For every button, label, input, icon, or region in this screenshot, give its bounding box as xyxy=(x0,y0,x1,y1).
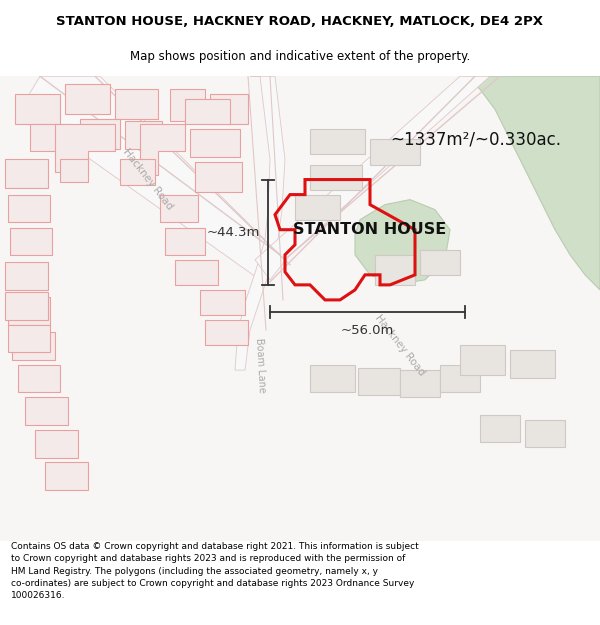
Polygon shape xyxy=(5,159,48,188)
Text: ~1337m²/~0.330ac.: ~1337m²/~0.330ac. xyxy=(390,131,561,148)
Polygon shape xyxy=(35,430,78,458)
Polygon shape xyxy=(120,159,155,184)
Polygon shape xyxy=(440,365,480,392)
Polygon shape xyxy=(125,121,162,149)
Polygon shape xyxy=(525,420,565,447)
Polygon shape xyxy=(5,292,48,320)
Polygon shape xyxy=(235,76,285,370)
Polygon shape xyxy=(310,365,355,392)
Polygon shape xyxy=(20,76,280,280)
Polygon shape xyxy=(5,262,48,290)
Polygon shape xyxy=(115,89,158,119)
Polygon shape xyxy=(170,89,205,121)
Polygon shape xyxy=(358,368,400,395)
Text: ~56.0m: ~56.0m xyxy=(341,324,394,337)
Polygon shape xyxy=(12,332,55,360)
Polygon shape xyxy=(30,124,72,151)
Text: Map shows position and indicative extent of the property.: Map shows position and indicative extent… xyxy=(130,50,470,63)
Text: Hackney Road: Hackney Road xyxy=(373,312,427,378)
Polygon shape xyxy=(45,462,88,491)
Polygon shape xyxy=(8,297,50,325)
Polygon shape xyxy=(18,365,60,392)
Polygon shape xyxy=(370,139,420,164)
Text: Hackney Road: Hackney Road xyxy=(121,147,175,212)
Polygon shape xyxy=(8,325,50,352)
Text: Contains OS data © Crown copyright and database right 2021. This information is : Contains OS data © Crown copyright and d… xyxy=(11,542,419,600)
Polygon shape xyxy=(165,228,205,255)
Polygon shape xyxy=(400,370,440,398)
Polygon shape xyxy=(10,228,52,255)
Polygon shape xyxy=(465,76,600,290)
Polygon shape xyxy=(375,255,415,285)
Polygon shape xyxy=(460,345,505,375)
Polygon shape xyxy=(8,194,50,222)
Polygon shape xyxy=(205,320,248,345)
Polygon shape xyxy=(510,350,555,378)
Text: Boam Lane: Boam Lane xyxy=(254,338,266,393)
Polygon shape xyxy=(185,99,230,124)
Polygon shape xyxy=(25,398,68,425)
Polygon shape xyxy=(60,159,88,181)
Polygon shape xyxy=(15,94,60,124)
Polygon shape xyxy=(210,94,248,124)
Polygon shape xyxy=(310,129,365,154)
Text: ~44.3m: ~44.3m xyxy=(206,226,260,239)
Polygon shape xyxy=(310,164,362,189)
Text: STANTON HOUSE: STANTON HOUSE xyxy=(293,222,446,238)
Polygon shape xyxy=(190,129,240,158)
Polygon shape xyxy=(175,260,218,285)
Polygon shape xyxy=(80,119,120,149)
Polygon shape xyxy=(65,84,110,114)
Polygon shape xyxy=(160,194,198,222)
Polygon shape xyxy=(55,124,115,171)
Polygon shape xyxy=(140,124,185,174)
Polygon shape xyxy=(480,415,520,442)
Polygon shape xyxy=(195,161,242,192)
Polygon shape xyxy=(200,290,245,315)
Polygon shape xyxy=(255,76,490,280)
Polygon shape xyxy=(420,250,460,275)
Polygon shape xyxy=(295,194,340,219)
Text: STANTON HOUSE, HACKNEY ROAD, HACKNEY, MATLOCK, DE4 2PX: STANTON HOUSE, HACKNEY ROAD, HACKNEY, MA… xyxy=(56,15,544,28)
Polygon shape xyxy=(355,199,450,285)
